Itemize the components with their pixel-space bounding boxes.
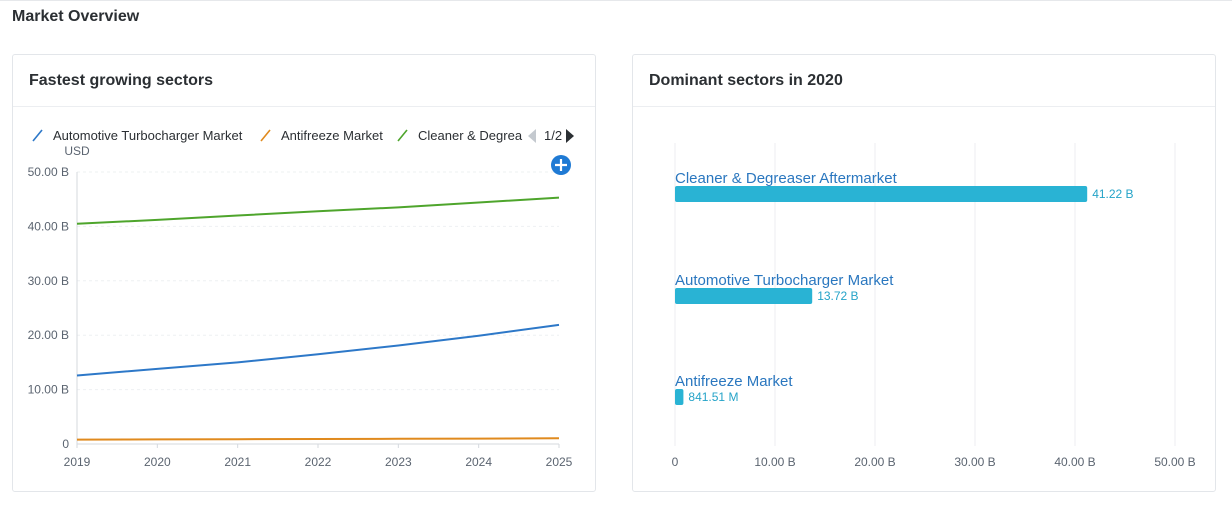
series-line [76, 323, 560, 377]
bar-value-label: 41.22 B [1092, 187, 1133, 201]
x-tick-label: 40.00 B [1054, 455, 1095, 469]
dominant-sectors-title: Dominant sectors in 2020 [633, 55, 1215, 107]
legend-item-label[interactable]: Antifreeze Market [281, 128, 383, 143]
legend-swatch [32, 129, 43, 142]
y-axis-unit: USD [64, 144, 90, 158]
y-tick-label: 0 [62, 437, 69, 451]
x-tick-label: 0 [672, 455, 679, 469]
legend-item-label[interactable]: Cleaner & Degrea [418, 128, 523, 143]
fastest-growing-card: Fastest growing sectors 0 10.00 B 20.00 B 3… [12, 54, 596, 492]
y-tick-label: 40.00 B [28, 219, 69, 233]
bar-chart: 0 10.00 B 20.00 B 30.00 B 40.00 B 50.00 B Clea… [672, 143, 1196, 469]
y-tick-label: 20.00 B [28, 328, 69, 342]
y-tick-label: 30.00 B [28, 274, 69, 288]
x-tick-label: 50.00 B [1154, 455, 1195, 469]
legend-item-label[interactable]: Automotive Turbocharger Market [53, 128, 243, 143]
bar-value-label: 841.51 M [688, 390, 738, 404]
line-chart: 0 10.00 B 20.00 B 30.00 B 40.00 B 50.00 B USD 2… [28, 128, 574, 469]
bar[interactable] [675, 186, 1088, 202]
series-line [76, 196, 560, 225]
triangle-left-icon[interactable] [528, 129, 536, 143]
bar[interactable] [675, 288, 813, 304]
y-tick-label: 10.00 B [28, 383, 69, 397]
bar-value-label: 13.72 B [817, 289, 858, 303]
x-tick-label: 2024 [465, 455, 492, 469]
legend-page-indicator: 1/2 [544, 128, 562, 143]
bar[interactable] [675, 389, 684, 405]
bar-category-label[interactable]: Cleaner & Degreaser Aftermarket [675, 170, 898, 187]
x-tick-label: 30.00 B [954, 455, 995, 469]
plus-glyph [555, 159, 567, 171]
y-tick-label: 50.00 B [28, 165, 69, 179]
x-tick-label: 2020 [144, 455, 171, 469]
x-tick-label: 2019 [64, 455, 91, 469]
series-line [76, 437, 560, 441]
bar-category-label[interactable]: Antifreeze Market [675, 373, 793, 390]
fastest-growing-title: Fastest growing sectors [13, 55, 595, 107]
top-divider [0, 0, 1232, 1]
x-tick-label: 10.00 B [754, 455, 795, 469]
bar-category-label[interactable]: Automotive Turbocharger Market [675, 272, 894, 289]
dominant-sectors-card: Dominant sectors in 2020 0 10.00 B 20.00 B… [632, 54, 1216, 492]
triangle-right-icon[interactable] [566, 129, 574, 143]
page-title: Market Overview [12, 8, 140, 25]
x-tick-label: 20.00 B [854, 455, 895, 469]
x-tick-label: 2023 [385, 455, 412, 469]
x-tick-label: 2022 [305, 455, 332, 469]
x-tick-label: 2021 [224, 455, 251, 469]
legend-swatch [397, 129, 408, 142]
legend-swatch [260, 129, 271, 142]
x-tick-label: 2025 [546, 455, 573, 469]
